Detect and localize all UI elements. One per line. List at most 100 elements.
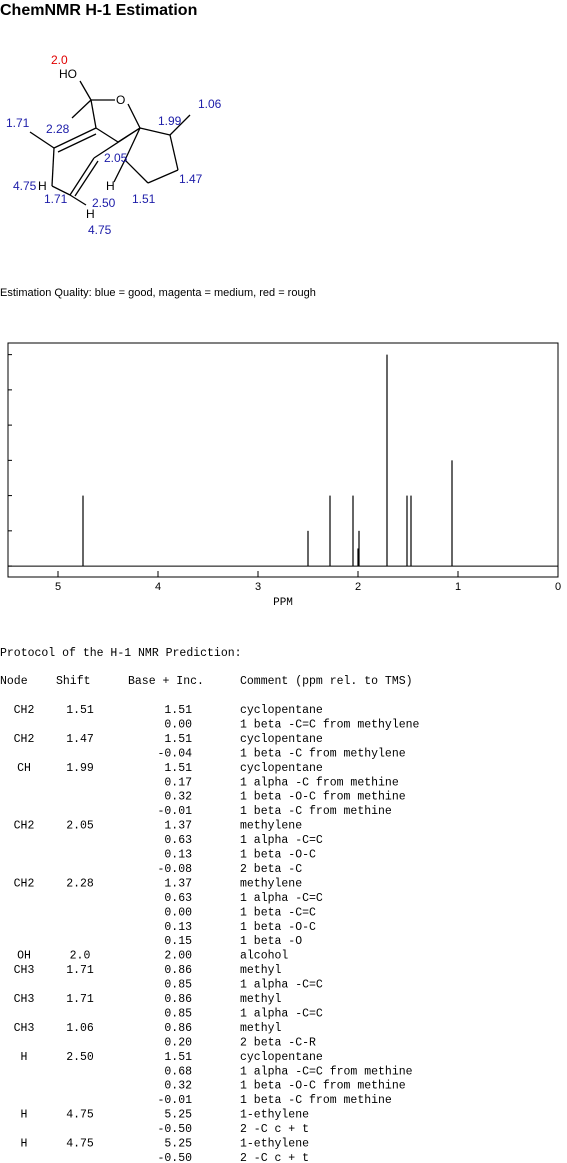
cell-inc: 1.51 — [164, 1051, 192, 1064]
x-tick-label: 1 — [455, 581, 461, 593]
cell-comment: methylene — [240, 820, 302, 833]
bond — [69, 157, 95, 196]
protocol: Protocol of the H-1 NMR Prediction: Node S… — [0, 647, 420, 1163]
cell-comment: 1 beta -C=C from methylene — [240, 718, 420, 731]
quality-note: Estimation Quality: blue = good, magenta… — [0, 287, 316, 299]
cell-comment: 1 alpha -C from methine — [240, 776, 399, 789]
cell-inc: -0.08 — [157, 863, 192, 876]
cell-inc: 0.86 — [164, 1022, 192, 1035]
cell-comment: 1 beta -O-C — [240, 921, 316, 934]
title: ChemNMR H-1 Estimation — [0, 2, 197, 19]
cell-inc: 0.32 — [164, 1080, 192, 1093]
bond — [90, 99, 97, 129]
x-tick-label: 0 — [555, 581, 561, 593]
cell-node: CH — [17, 762, 31, 775]
cell-inc: -0.50 — [157, 1123, 192, 1136]
cell-inc: 0.00 — [164, 906, 192, 919]
cell-node: CH2 — [14, 877, 35, 890]
cell-inc: 5.25 — [164, 1138, 192, 1151]
atom-label: 1.06 — [198, 97, 222, 111]
cell-shift: 2.05 — [66, 820, 94, 833]
cell-comment: 1 alpha -C=C — [240, 892, 323, 905]
cell-comment: 1 beta -O-C from methine — [240, 1080, 406, 1093]
atom-label: H — [86, 207, 95, 221]
atom-label: 1.99 — [158, 114, 182, 128]
bond — [147, 169, 179, 184]
bond — [57, 133, 97, 153]
cell-comment: methyl — [240, 964, 282, 977]
cell-comment: 2 beta -C — [240, 863, 302, 876]
cell-inc: 1.37 — [164, 877, 192, 890]
cell-node: H — [21, 1051, 28, 1064]
cell-node: CH2 — [14, 704, 35, 717]
atom-label: 2.0 — [51, 53, 68, 67]
bond — [71, 99, 92, 119]
cell-comment: alcohol — [240, 950, 288, 963]
column-header: Node — [0, 675, 28, 688]
cell-shift: 1.71 — [66, 993, 94, 1006]
atom-label: 1.71 — [44, 192, 68, 206]
cell-comment: 1-ethylene — [240, 1109, 309, 1122]
atom-label: H — [106, 179, 115, 193]
cell-node: CH3 — [14, 1022, 35, 1035]
bond — [113, 159, 126, 183]
cell-shift: 1.47 — [66, 733, 94, 746]
atom-label: 2.28 — [46, 122, 70, 136]
protocol-title: Protocol of the H-1 NMR Prediction: — [0, 647, 242, 660]
atom-label: 2.50 — [92, 196, 116, 210]
cell-comment: 1 beta -C from methine — [240, 1094, 392, 1107]
cell-comment: cyclopentane — [240, 762, 323, 775]
cell-inc: 0.20 — [164, 1036, 192, 1049]
cell-inc: 0.00 — [164, 718, 192, 731]
bond — [79, 80, 92, 101]
cell-inc: 1.37 — [164, 820, 192, 833]
column-header: Shift — [56, 675, 91, 688]
cell-comment: 1 beta -O-C — [240, 849, 316, 862]
cell-inc: 0.86 — [164, 964, 192, 977]
cell-inc: 0.13 — [164, 849, 192, 862]
bond — [169, 114, 191, 136]
cell-comment: 1-ethylene — [240, 1138, 309, 1151]
cell-shift: 2.28 — [66, 877, 94, 890]
bond — [53, 127, 97, 149]
atom-label: 1.71 — [6, 116, 30, 130]
cell-comment: cyclopentane — [240, 733, 323, 746]
cell-inc: -0.01 — [157, 1094, 192, 1107]
atom-label: H — [38, 179, 47, 193]
cell-node: CH3 — [14, 993, 35, 1006]
cell-shift: 1.51 — [66, 704, 94, 717]
cell-comment: 1 beta -C from methine — [240, 805, 392, 818]
cell-shift: 1.71 — [66, 964, 94, 977]
cell-comment: 1 alpha -C=C — [240, 1007, 323, 1020]
bond — [124, 159, 149, 184]
cell-comment: 1 beta -C=C — [240, 906, 316, 919]
bond — [124, 127, 141, 161]
cell-node: H — [21, 1109, 28, 1122]
cell-shift: 2.50 — [66, 1051, 94, 1064]
cell-inc: 0.63 — [164, 892, 192, 905]
bond — [93, 127, 141, 159]
cell-comment: 2 -C c + t — [240, 1152, 309, 1163]
atom-label: 1.51 — [132, 192, 156, 206]
atom-label: 4.75 — [88, 223, 112, 237]
cell-comment: methylene — [240, 877, 302, 890]
cell-comment: cyclopentane — [240, 1051, 323, 1064]
cell-comment: 1 alpha -C=C — [240, 979, 323, 992]
bond — [29, 131, 55, 149]
x-axis-label: PPM — [273, 597, 293, 609]
atom-label: 4.75 — [13, 179, 37, 193]
cell-comment: 1 beta -C from methylene — [240, 747, 406, 760]
cell-inc: 2.00 — [164, 950, 192, 963]
cell-inc: 1.51 — [164, 733, 192, 746]
cell-inc: -0.50 — [157, 1152, 192, 1163]
cell-comment: 1 beta -O — [240, 935, 302, 948]
cell-shift: 1.99 — [66, 762, 94, 775]
column-header: Base + Inc. — [128, 675, 204, 688]
x-tick-label: 2 — [355, 581, 361, 593]
cell-inc: 1.51 — [164, 762, 192, 775]
cell-shift: 1.06 — [66, 1022, 94, 1035]
bond — [74, 160, 99, 197]
atom-label: 1.47 — [179, 172, 203, 186]
